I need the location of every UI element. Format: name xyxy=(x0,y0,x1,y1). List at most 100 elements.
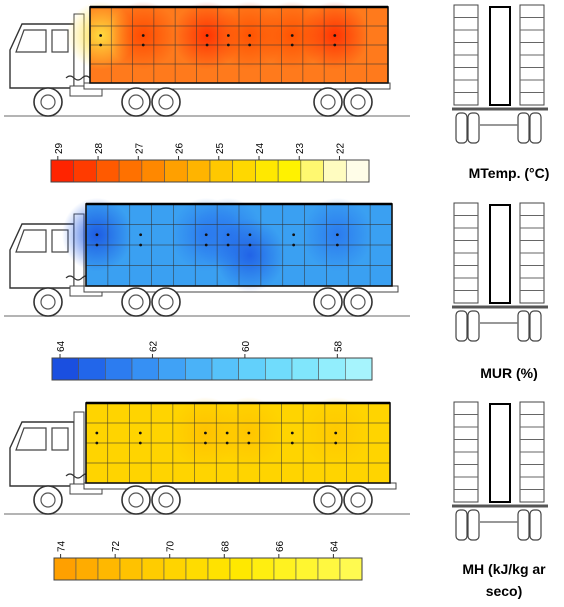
color-scale-cell xyxy=(96,159,120,183)
scale-tick-label: 27 xyxy=(134,142,145,154)
color-scale-cell xyxy=(265,357,293,381)
wheel-hub xyxy=(158,294,174,310)
rear-tire xyxy=(529,310,542,342)
scale-tick-label: 22 xyxy=(335,142,346,154)
heatmap-hotspot xyxy=(214,218,285,293)
sensor-dot xyxy=(99,34,103,37)
rear-door xyxy=(489,6,511,106)
sensor-dot xyxy=(138,431,142,435)
scale-tick-label: 70 xyxy=(166,540,177,552)
color-scale-cell xyxy=(318,357,346,381)
sensor-dot xyxy=(333,43,337,47)
sensor-dot xyxy=(141,43,145,47)
sensor-dot xyxy=(204,441,207,445)
sensor-dot xyxy=(226,34,230,37)
sensor-dot xyxy=(248,243,252,247)
color-scale-cell xyxy=(339,557,363,581)
color-scale: 64 62 60 58 xyxy=(51,340,373,381)
scale-tick-label: 28 xyxy=(94,142,105,154)
scale-tick-label: 60 xyxy=(241,340,252,352)
scale-tick-label: 68 xyxy=(220,540,231,552)
sensor-dot xyxy=(225,441,229,445)
wheel-hub xyxy=(128,94,144,110)
color-scale-cell xyxy=(229,557,253,581)
sensor-dot xyxy=(139,233,143,237)
color-scale-cell xyxy=(345,159,370,183)
rear-tire xyxy=(455,509,468,541)
sensor-dot xyxy=(247,431,251,435)
sensor-dot xyxy=(204,233,208,237)
color-scale-cell xyxy=(345,357,373,381)
cab-window xyxy=(15,427,47,451)
rear-tire xyxy=(467,310,480,342)
color-scale-cell xyxy=(300,159,324,183)
sensor-dot xyxy=(204,243,208,247)
sensor-dot xyxy=(226,43,230,47)
color-scale-cell xyxy=(97,557,121,581)
sensor-dot xyxy=(248,43,252,47)
wheel-hub xyxy=(320,94,336,110)
wheel-hub xyxy=(158,94,174,110)
sensor-dot xyxy=(290,43,294,47)
sensor-dot xyxy=(333,34,337,37)
cab-side-window xyxy=(51,29,69,53)
sensor-dot xyxy=(95,233,99,237)
sensor-dot xyxy=(290,431,294,435)
color-scale-cell xyxy=(131,357,159,381)
rear-tire xyxy=(517,310,530,342)
color-scale-cell xyxy=(141,557,165,581)
sensor-dot xyxy=(247,441,251,445)
color-scale-cell xyxy=(255,159,279,183)
sensor-dot xyxy=(335,233,339,237)
color-scale-cell xyxy=(141,159,165,183)
color-scale-cell xyxy=(238,357,266,381)
wheel-hub xyxy=(40,294,56,310)
color-scale-cell xyxy=(73,159,97,183)
rear-tire xyxy=(455,310,468,342)
panel-enthalpy: 74 72 70 68 66 64 xyxy=(4,397,548,581)
scale-tick-label: 64 xyxy=(56,340,67,352)
color-scale-cell xyxy=(291,357,319,381)
sensor-dot xyxy=(205,34,209,37)
trailer-chassis xyxy=(83,82,391,90)
sensor-dot xyxy=(335,243,339,247)
wheel-hub xyxy=(128,492,144,508)
sensor-dot xyxy=(139,243,143,247)
scale-tick-label: 58 xyxy=(333,340,344,352)
panel-temperature: 29 28 27 26 25 24 23 22 xyxy=(4,1,548,183)
color-scale-cell xyxy=(164,159,188,183)
wheel-hub xyxy=(350,94,366,110)
sensor-dot xyxy=(204,431,207,435)
sensor-dot xyxy=(95,243,99,247)
color-scale: 74 72 70 68 66 64 xyxy=(53,540,363,581)
sensor-dot xyxy=(138,441,142,445)
sensor-dot xyxy=(248,34,252,37)
sensor-dot xyxy=(334,431,338,435)
sensor-dot xyxy=(292,233,296,237)
color-scale-outline xyxy=(50,159,370,183)
sensor-dot xyxy=(290,34,294,37)
cab-window xyxy=(15,29,47,53)
scale-tick-label: 24 xyxy=(255,142,266,154)
color-scale-cell xyxy=(78,357,106,381)
rear-tire xyxy=(467,509,480,541)
rear-tire xyxy=(529,112,542,144)
color-scale-outline xyxy=(51,357,373,381)
color-scale-cell xyxy=(105,357,133,381)
color-scale-cell xyxy=(185,557,209,581)
cab-side-window xyxy=(51,427,69,451)
sensor-dot xyxy=(248,233,252,237)
color-scale-cell xyxy=(273,557,297,581)
color-scale-cell xyxy=(251,557,275,581)
wheel-hub xyxy=(40,94,56,110)
rear-tire xyxy=(517,509,530,541)
color-scale-outline xyxy=(53,557,363,581)
wheel-hub xyxy=(350,492,366,508)
sensor-dot xyxy=(226,243,230,247)
scale-tick-label: 26 xyxy=(175,142,186,154)
sensor-dot xyxy=(290,441,294,445)
sensor-dot xyxy=(226,233,230,237)
caption-humidity: MUR (%) xyxy=(480,365,538,381)
scale-tick-label: 66 xyxy=(275,540,286,552)
rear-door xyxy=(489,204,511,304)
